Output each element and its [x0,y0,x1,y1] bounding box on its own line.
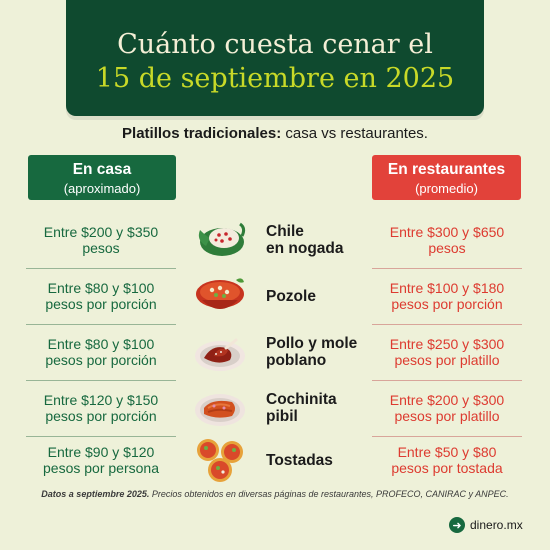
restaurant-price: Entre $200 y $300 pesos por platillo [372,380,522,437]
restaurant-price-line1: Entre $250 y $300 [389,336,505,352]
dish-name-line1: Cochinita [266,391,337,408]
home-price-line1: Entre $200 y $350 [43,224,159,240]
subtitle: Platillos tradicionales: casa vs restaur… [0,125,550,142]
dish-name-line2: poblano [266,352,327,369]
table-row: Entre $200 y $350 pesos Chile en nogada … [0,212,550,269]
pollo-mole-icon [195,338,245,371]
home-price-line1: Entre $80 y $100 [47,336,155,352]
subtitle-bold: Platillos tradicionales: [122,125,282,142]
restaurant-price: Entre $100 y $180 pesos por porción [372,268,522,325]
header-home-sub: (aproximado) [63,181,141,196]
dish-name-line1: Tostadas [266,451,333,469]
home-price: Entre $200 y $350 pesos [26,212,176,269]
home-price-line1: Entre $90 y $120 [47,444,155,460]
restaurant-price-line2: pesos por porción [391,296,503,312]
home-price-line1: Entre $120 y $150 [43,392,159,408]
home-price: Entre $120 y $150 pesos por porción [26,380,176,437]
footnote-bold: Datos a septiembre 2025. [41,489,150,499]
footnote-rest: Precios obtenidos en diversas páginas de… [149,489,509,499]
dish-name: Chile en nogada [266,212,344,268]
chile-en-nogada-icon [198,222,246,256]
restaurant-price: Entre $250 y $300 pesos por platillo [372,324,522,381]
restaurant-price: Entre $50 y $80 pesos por tostada [372,432,522,488]
table-row: Entre $90 y $120 pesos por persona Tosta… [0,432,550,488]
restaurant-price-line1: Entre $100 y $180 [389,280,505,296]
footnote: Datos a septiembre 2025. Precios obtenid… [22,488,528,500]
restaurant-price-line2: pesos por tostada [391,460,503,476]
dish-name-line1: Pozole [266,287,316,305]
title-line-2: 15 de septiembre en 2025 [95,63,455,94]
dish-name: Cochinita pibil [266,380,337,436]
tostadas-icon [197,439,243,482]
header-home-label: En casa [72,161,132,178]
dish-name-line2: en nogada [266,240,344,257]
dish-name: Tostadas [266,432,333,488]
dish-name: Pollo y mole poblano [266,324,357,380]
title-line-1: Cuánto cuesta cenar el [117,29,433,60]
subtitle-rest: casa vs restaurantes. [281,125,428,142]
arrow-right-icon: ➜ [449,517,465,533]
restaurant-price-line1: Entre $300 y $650 [389,224,505,240]
dish-name-line1: Pollo y mole [266,335,358,352]
dish-name-line2: pibil [266,408,298,425]
restaurant-price-line2: pesos [428,240,466,256]
home-price-line1: Entre $80 y $100 [47,280,155,296]
dish-name-line1: Chile [266,223,304,240]
restaurant-price-line1: Entre $200 y $300 [389,392,505,408]
restaurant-price: Entre $300 y $650 pesos [372,212,522,269]
table-row: Entre $80 y $100 pesos por porción Pollo… [0,324,550,381]
home-price: Entre $80 y $100 pesos por porción [26,324,176,381]
restaurant-price-line2: pesos por platillo [394,352,500,368]
header-restaurant: En restaurantes (promedio) [372,155,521,200]
home-price: Entre $80 y $100 pesos por porción [26,268,176,325]
home-price: Entre $90 y $120 pesos por persona [26,432,176,488]
home-price-line2: pesos [82,240,120,256]
dish-name: Pozole [266,268,316,324]
table-row: Entre $120 y $150 pesos por porción Coch… [0,380,550,437]
header-home: En casa (aproximado) [28,155,176,200]
home-price-line2: pesos por porción [45,408,157,424]
restaurant-price-line1: Entre $50 y $80 [397,444,497,460]
header-restaurant-sub: (promedio) [415,181,478,196]
cochinita-pibil-icon [195,394,245,426]
restaurant-price-line2: pesos por platillo [394,408,500,424]
home-price-line2: pesos por porción [45,296,157,312]
title-banner: Cuánto cuesta cenar el 15 de septiembre … [66,0,484,116]
table-row: Entre $80 y $100 pesos por porción Pozol… [0,268,550,325]
pozole-icon [196,278,244,309]
home-price-line2: pesos por porción [45,352,157,368]
home-price-line2: pesos por persona [43,460,159,476]
brand-name: dinero.mx [470,518,523,532]
header-restaurant-label: En restaurantes [387,161,506,178]
brand-logo: ➜ dinero.mx [449,515,523,535]
